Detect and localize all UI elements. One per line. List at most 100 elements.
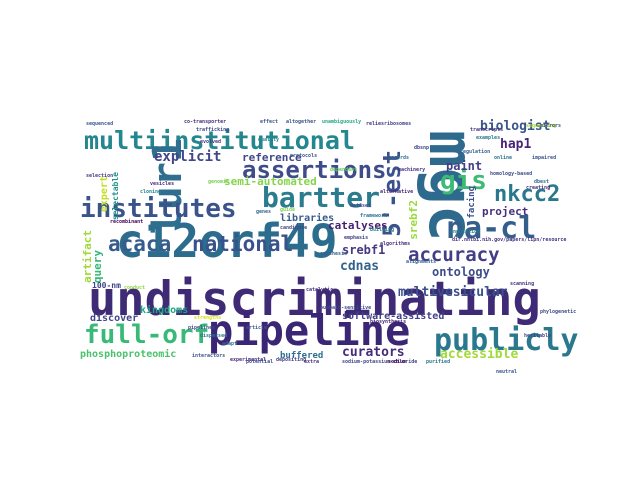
word-small: potential [246, 359, 274, 365]
word-small: selection [86, 173, 114, 179]
word-small: strengths [194, 315, 222, 321]
word-ontology: ontology [432, 265, 490, 279]
word-small: article [246, 325, 268, 331]
word-facing: facing [467, 186, 477, 219]
word-mgc: mgc [415, 130, 488, 242]
word-hap1: hap1 [500, 137, 532, 152]
word-small: synthesis [320, 251, 348, 257]
word-small: genes [256, 209, 272, 215]
word-small: extra [304, 359, 320, 365]
word-nkcc2: nkcc2 [494, 182, 561, 207]
word-small: cloning [140, 189, 162, 195]
word-national: national [192, 232, 294, 256]
word-small: scanning [510, 281, 535, 287]
word-libraries: libraries [280, 213, 335, 224]
word-small: adapt [222, 341, 238, 347]
word-pipeline: pipeline [208, 306, 411, 355]
word-small: alternative [380, 189, 414, 195]
word-small: records [388, 155, 410, 161]
word-small: catalytic [306, 287, 334, 293]
word-small: interactors [192, 353, 226, 359]
word-small: transcripts [470, 127, 504, 133]
word-small: evolved [200, 139, 222, 145]
word-srebf1: srebf1 [342, 243, 386, 257]
word-url: dir.nhlbi.nih.gov/papers/lipn/resource [452, 237, 567, 243]
word-small: algorithms [380, 241, 411, 247]
word-reference: reference [242, 151, 302, 164]
word-small: sodium [388, 359, 407, 365]
word-small: impaired [532, 155, 557, 161]
word-small: dataset [350, 203, 372, 209]
word-small: phylogenetic [540, 309, 577, 315]
word-small: emphasis [344, 235, 369, 241]
word-semi-automated: semi-automated [224, 175, 317, 188]
word-small: homology-based [490, 171, 533, 177]
word-expert: expert [99, 176, 110, 213]
word-small: sequenced [86, 121, 114, 127]
word-paint: paint [446, 159, 483, 173]
word-curators: curators [342, 345, 405, 360]
word-small: candidate [280, 225, 308, 231]
word-small: relies [366, 121, 385, 127]
word-small: trafficking [196, 127, 230, 133]
word-small: examples [476, 135, 501, 141]
word-small: co-transporter [184, 119, 227, 125]
word-small: dispersed [200, 333, 228, 339]
word-small: creating [526, 185, 551, 191]
word-small: dbsnp [414, 145, 430, 151]
word-buffered: buffered [280, 351, 324, 361]
word-kingdoms: kingdoms [140, 305, 189, 316]
word-explicit: explicit [154, 149, 222, 165]
word-small: conduct [124, 285, 146, 291]
word-assertions: assertions [242, 156, 387, 184]
word-acaca: acaca [108, 232, 172, 256]
word-small: unambiguously [322, 119, 362, 125]
word-small: machinery [398, 167, 426, 173]
word-catalyses: catalyses [328, 219, 388, 232]
word-small: annotation [450, 229, 481, 235]
word-small: experimental [230, 357, 267, 363]
word-small: building [370, 227, 395, 233]
word-small: sodium-potassium-chloride [342, 359, 418, 365]
word-small: altogether [286, 119, 317, 125]
word-selectable: selectable [111, 172, 120, 221]
word-multiinstitutional: multiinstitutional [84, 126, 355, 155]
word-small: guide [280, 207, 296, 213]
word-gis: gis [440, 166, 487, 196]
word-accessible: accessible [440, 347, 519, 362]
word-c12orf49: c12orf49 [116, 214, 338, 268]
word-small: online [494, 155, 513, 161]
word-small: framework [360, 213, 388, 219]
word-small: purified [426, 359, 451, 365]
word-publicly: publicly [434, 323, 579, 358]
word-100-nm: 100-nm [92, 281, 121, 290]
word-discover: discover [90, 313, 139, 324]
word-na-cl: na-cl [446, 211, 537, 246]
word-small: ouabain-sensitive [320, 305, 372, 311]
word-small: protocols [290, 153, 318, 159]
word-small: pipelines [188, 325, 216, 331]
word-software-assisted: software-assisted [342, 311, 445, 322]
word-project: project [482, 205, 529, 218]
word-small: mirrors [540, 123, 562, 129]
word-small: ribosomes [384, 121, 412, 127]
word-small: regulation [460, 149, 491, 155]
word-small: sequencing [526, 123, 557, 129]
word-small: vesicles [150, 181, 175, 187]
word-cdnas: cdnas [340, 259, 380, 274]
word-small: genomic [208, 179, 230, 185]
word-accuracy: accuracy [408, 244, 500, 266]
word-small: dependent [330, 167, 358, 173]
word-institutes: institutes [80, 194, 237, 224]
word-small: heritable [524, 333, 552, 339]
word-multivesicular: multivesicular [398, 285, 508, 300]
word-small: depositing [276, 357, 307, 363]
word-artifact: artifact [81, 230, 94, 283]
word-phosphoproteomic: phosphoproteomic [80, 349, 177, 360]
word-small: alignments [406, 259, 437, 265]
word-biologist: biologist [480, 119, 551, 134]
word-small: effect [260, 119, 279, 125]
word-small: biosynthesis [370, 319, 407, 325]
word-small: recombinant [110, 219, 144, 225]
word-small: quality [258, 137, 280, 143]
